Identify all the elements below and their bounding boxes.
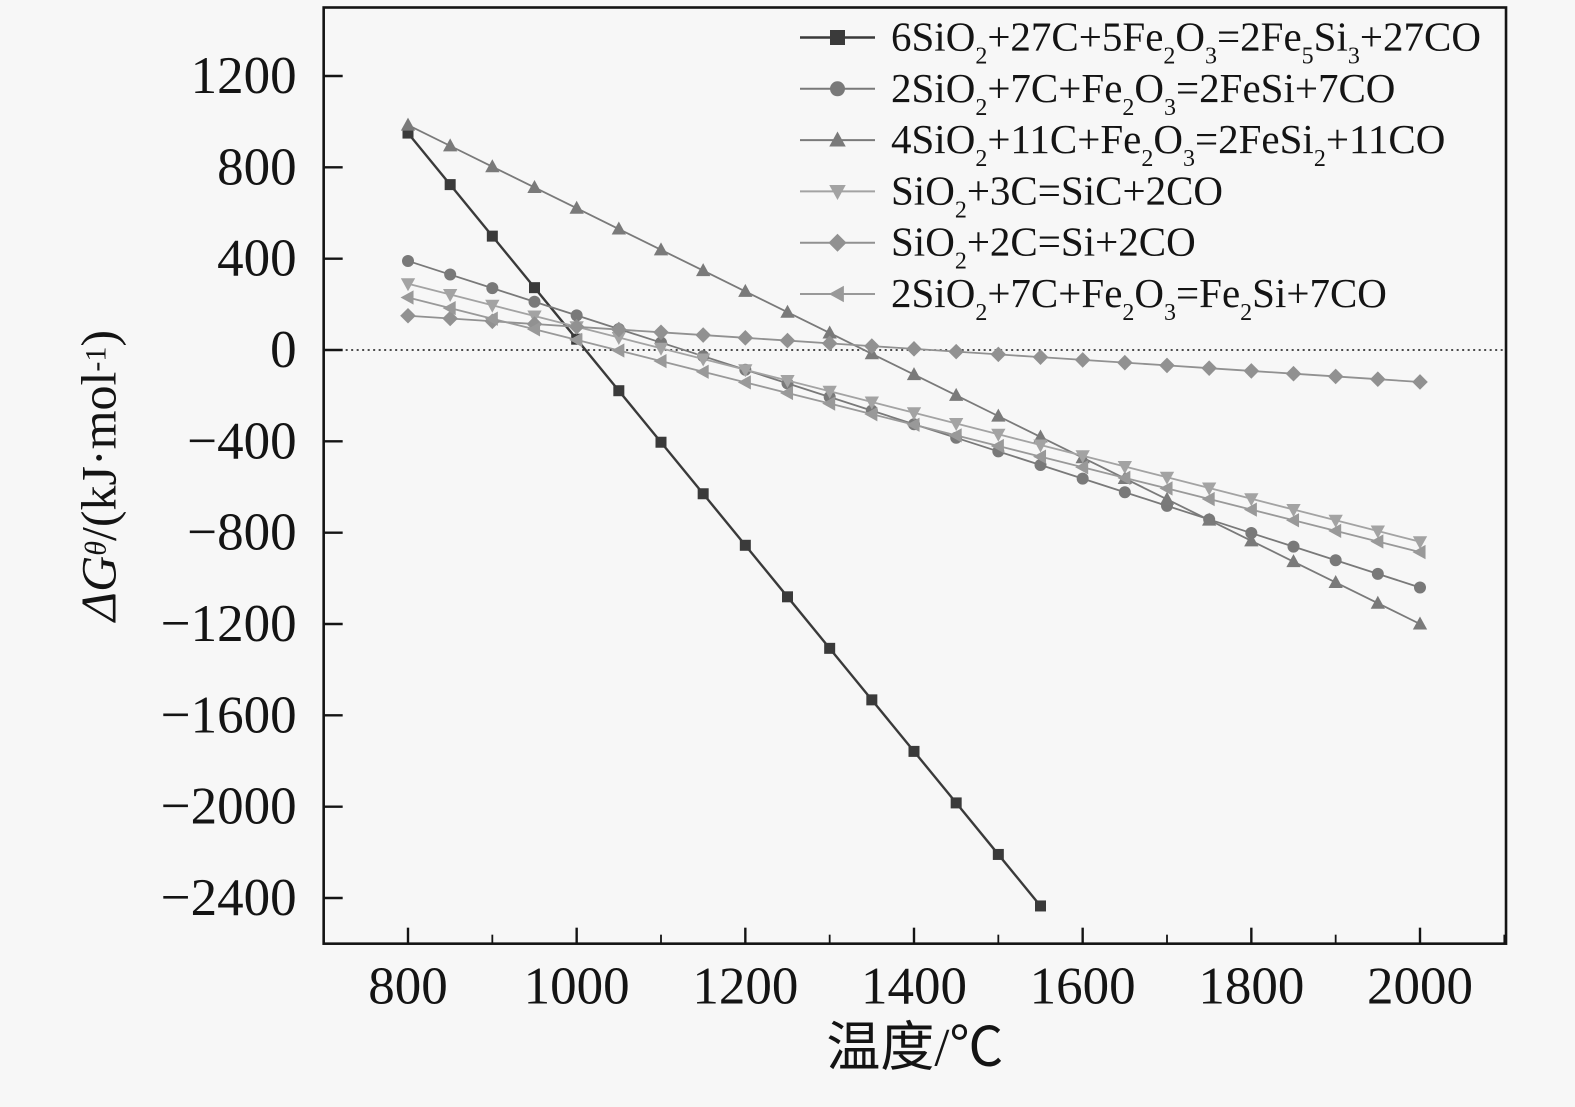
svg-text:800: 800 — [217, 138, 297, 196]
svg-text:1600: 1600 — [1030, 958, 1136, 1016]
svg-text:−2400: −2400 — [161, 869, 297, 927]
svg-text:1800: 1800 — [1198, 958, 1304, 1016]
svg-text:800: 800 — [368, 958, 448, 1016]
svg-text:−1200: −1200 — [161, 595, 297, 653]
svg-text:1200: 1200 — [191, 47, 297, 105]
svg-text:温度/℃: 温度/℃ — [826, 1018, 1003, 1078]
svg-text:−2000: −2000 — [161, 778, 297, 836]
svg-text:0: 0 — [270, 321, 297, 379]
svg-text:−400: −400 — [187, 412, 296, 470]
svg-text:1400: 1400 — [861, 958, 967, 1016]
svg-text:−1600: −1600 — [161, 686, 297, 744]
svg-text:1200: 1200 — [692, 958, 798, 1016]
svg-text:1000: 1000 — [524, 958, 630, 1016]
svg-text:−800: −800 — [187, 504, 296, 562]
svg-text:ΔGθ/(kJ·mol-1): ΔGθ/(kJ·mol-1) — [71, 330, 127, 623]
svg-text:2000: 2000 — [1367, 958, 1473, 1016]
svg-text:400: 400 — [217, 230, 297, 288]
